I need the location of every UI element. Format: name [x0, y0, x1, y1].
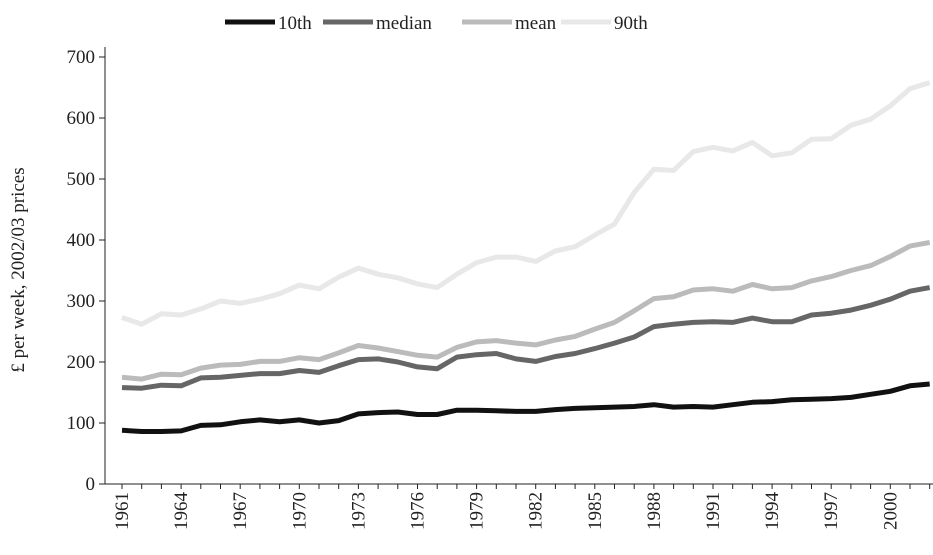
- y-tick-label: 500: [67, 169, 96, 190]
- series-line: [121, 381, 930, 434]
- legend-label: 10th: [278, 13, 312, 34]
- y-tick-label: 400: [67, 230, 96, 251]
- x-tick-label: 1997: [821, 492, 842, 530]
- y-tick-label: 300: [67, 291, 96, 312]
- x-tick-label: 1976: [408, 492, 429, 530]
- x-tick-label: 1988: [644, 492, 665, 530]
- legend-label: mean: [515, 13, 557, 34]
- x-tick-label: 1964: [171, 492, 192, 531]
- y-tick-label: 100: [67, 413, 96, 434]
- x-tick-label: 1994: [762, 492, 783, 531]
- legend-label: median: [376, 13, 432, 34]
- x-tick-label: 1979: [467, 492, 488, 530]
- y-tick-label: 700: [67, 47, 96, 68]
- x-tick-label: 1973: [348, 492, 369, 530]
- x-tick-label: 2000: [880, 492, 901, 530]
- series-line: [121, 239, 931, 382]
- y-tick-label: 0: [86, 474, 96, 495]
- x-tick-label: 1985: [585, 492, 606, 530]
- x-tick-label: 1982: [526, 492, 547, 530]
- y-axis-label: £ per week, 2002/03 prices: [8, 167, 29, 372]
- x-tick-label: 1967: [230, 492, 251, 530]
- x-tick-label: 1961: [112, 492, 133, 530]
- series-line: [121, 80, 931, 327]
- y-tick-label: 600: [67, 108, 96, 129]
- x-tick-label: 1970: [289, 492, 310, 530]
- legend-label: 90th: [614, 13, 648, 34]
- y-tick-label: 200: [67, 352, 96, 373]
- series-line: [121, 285, 931, 391]
- x-tick-label: 1991: [703, 492, 724, 530]
